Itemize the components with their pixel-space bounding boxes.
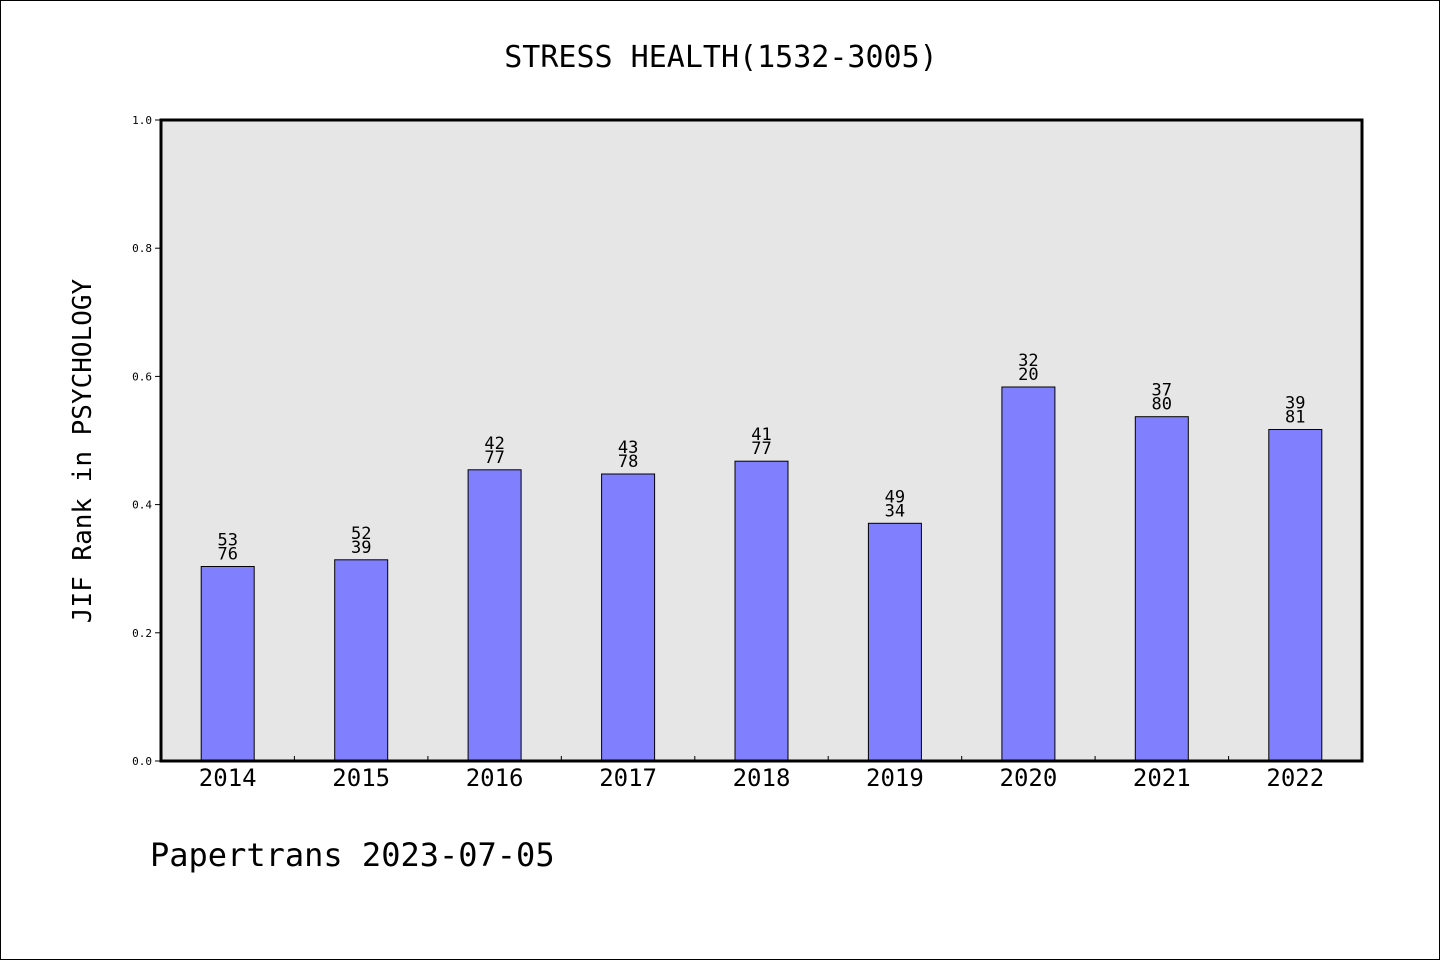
x-tick-label: 2022 [1266, 764, 1324, 792]
value-label-2014: 53 [217, 531, 237, 551]
x-tick-label: 2021 [1133, 764, 1191, 792]
value-label-2022: 81 [1285, 408, 1305, 428]
bar-2018 [734, 460, 789, 762]
footer-text: Papertrans 2023-07-05 [150, 836, 555, 874]
bar-2016 [467, 469, 522, 762]
y-tick-label: 1.0 [132, 114, 152, 127]
x-tick-label: 2017 [599, 764, 657, 792]
x-tick-label: 2016 [466, 764, 524, 792]
value-label-2016: 77 [484, 448, 504, 468]
value-label-2021: 37 [1152, 381, 1172, 401]
value-label-2020: 20 [1018, 365, 1038, 385]
x-axis: 2014 2015 2016 2017 2018 2019 2020 2021 2022 [199, 756, 1324, 792]
y-tick-label: 0.0 [132, 755, 152, 768]
value-label-2015: 52 [351, 524, 371, 544]
value-label-2019: 34 [885, 501, 905, 521]
value-label-2016: 42 [484, 434, 504, 454]
value-label-2017: 78 [618, 452, 638, 472]
x-tick-label: 2019 [866, 764, 924, 792]
value-label-2015: 39 [351, 538, 371, 558]
value-label-2014: 76 [217, 545, 237, 565]
y-tick-label: 0.6 [132, 370, 152, 383]
plot-border [159, 118, 1364, 763]
value-label-2018: 41 [751, 425, 771, 445]
y-axis: 0.0 0.2 0.4 0.6 0.8 1.0 [132, 114, 161, 768]
bar-2014 [200, 566, 255, 762]
x-tick-label: 2014 [199, 764, 257, 792]
y-tick-label: 0.2 [132, 627, 152, 640]
value-label-2021: 80 [1152, 395, 1172, 415]
bar-2015 [334, 559, 389, 762]
bar-2017 [601, 473, 656, 762]
chart-title: STRESS HEALTH(1532-3005) [504, 40, 937, 75]
value-label-2022: 39 [1285, 394, 1305, 414]
bar-2019 [867, 522, 922, 762]
bar-2021 [1134, 416, 1189, 762]
value-label-2019: 49 [885, 487, 905, 507]
bars-layer [200, 386, 1323, 762]
y-tick-label: 0.8 [132, 242, 152, 255]
x-tick-label: 2018 [733, 764, 791, 792]
y-axis-label: JIF Rank in PSYCHOLOGY [68, 278, 98, 623]
value-label-2017: 43 [618, 438, 638, 458]
x-tick-label: 2015 [332, 764, 390, 792]
value-label-2020: 32 [1018, 351, 1038, 371]
x-tick-label: 2020 [1000, 764, 1058, 792]
bar-2020 [1001, 386, 1056, 762]
value-label-2018: 77 [751, 439, 771, 459]
y-tick-label: 0.4 [132, 499, 152, 512]
bar-2022 [1268, 429, 1323, 762]
